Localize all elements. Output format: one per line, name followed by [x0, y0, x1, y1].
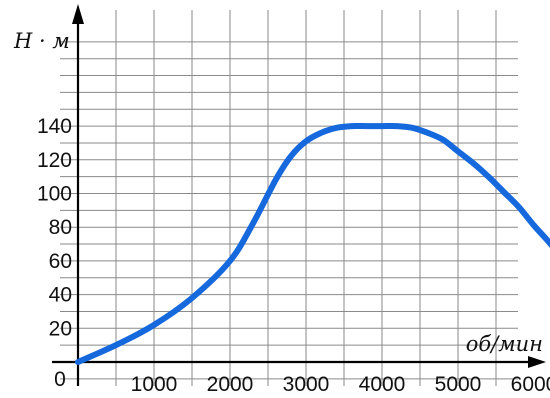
axes [52, 4, 546, 386]
torque-curve [75, 122, 550, 365]
y-tick-label: 20 [49, 317, 72, 340]
x-tick-label: 2000 [207, 373, 254, 396]
origin-label: 0 [54, 368, 66, 391]
tick-labels: 1000 2000 3000 4000 5000 6000 20 40 60 80 100 120 14… [37, 115, 550, 396]
y-tick-label: 140 [37, 115, 72, 138]
y-tick-label: 100 [37, 183, 72, 206]
y-tick-label: 80 [49, 216, 72, 239]
x-axis-arrow [528, 356, 546, 368]
y-axis-title: Н · м [13, 29, 70, 53]
y-tick-label: 120 [37, 149, 72, 172]
y-tick-label: 40 [49, 284, 72, 307]
x-tick-label: 6000 [511, 373, 550, 396]
grid [60, 10, 518, 386]
x-tick-label: 3000 [283, 373, 330, 396]
x-tick-label: 4000 [359, 373, 406, 396]
x-axis-title: об/мин [466, 332, 543, 356]
y-axis-arrow [72, 4, 84, 24]
x-tick-label: 1000 [131, 373, 178, 396]
x-tick-label: 5000 [435, 373, 482, 396]
y-tick-label: 60 [49, 250, 72, 273]
